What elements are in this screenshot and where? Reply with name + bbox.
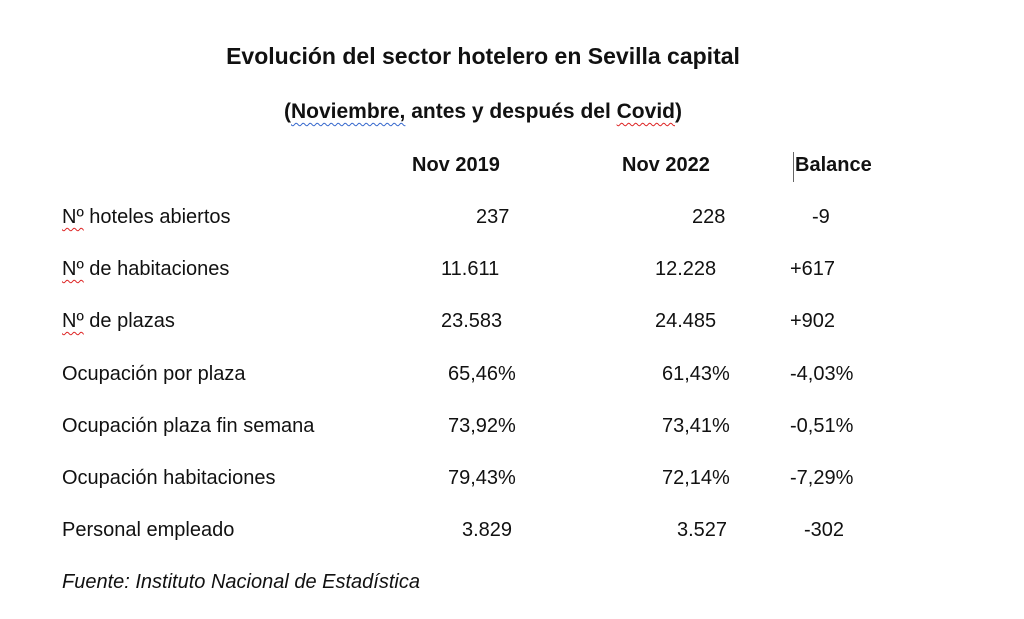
subtitle-paren: ): [674, 100, 682, 123]
value-2022: 228: [692, 206, 726, 228]
column-header-balance: Balance: [795, 154, 872, 176]
text-cursor: [793, 152, 794, 182]
document-subtitle: (Noviembre, antes y después del Covid): [0, 101, 966, 122]
value-balance: +617: [790, 258, 836, 280]
value-2019: 11.611: [441, 258, 500, 280]
row-label: Ocupación por plaza: [62, 363, 246, 385]
label-text: de plazas: [83, 310, 175, 332]
row-label: Ocupación habitaciones: [62, 467, 276, 489]
value-2019: 237: [476, 206, 510, 228]
value-2019: 79,43%: [448, 467, 516, 489]
value-balance: -302: [804, 519, 845, 541]
row-label: Personal empleado: [62, 519, 235, 541]
value-2022: 73,41%: [662, 415, 730, 437]
value-2022: 24.485: [655, 310, 717, 332]
subtitle-paren: (: [284, 100, 291, 123]
value-2019: 3.829: [462, 519, 513, 541]
value-2019: 23.583: [441, 310, 503, 332]
value-2019: 65,46%: [448, 363, 516, 385]
row-label: Nº de plazas: [62, 311, 175, 331]
value-balance: -4,03%: [790, 363, 854, 385]
value-2022: 12.228: [655, 258, 717, 280]
label-prefix: Nº: [62, 310, 84, 332]
value-balance: -9: [812, 206, 830, 228]
label-prefix: Nº: [62, 206, 84, 228]
subtitle-covid: Covid: [616, 100, 675, 123]
value-balance: -7,29%: [790, 467, 854, 489]
value-2022: 3.527: [677, 519, 728, 541]
row-label: Nº hoteles abiertos: [62, 207, 231, 227]
column-header-2019: Nov 2019: [412, 154, 500, 176]
value-2019: 73,92%: [448, 415, 516, 437]
row-label: Nº de habitaciones: [62, 259, 229, 279]
value-balance: +902: [790, 310, 836, 332]
value-2022: 72,14%: [662, 467, 730, 489]
label-prefix: Nº: [62, 258, 84, 280]
label-text: hoteles abiertos: [83, 206, 231, 228]
subtitle-month: Noviembre,: [291, 100, 406, 123]
column-header-2022: Nov 2022: [622, 154, 710, 176]
value-balance: -0,51%: [790, 415, 854, 437]
row-label: Ocupación plaza fin semana: [62, 415, 315, 437]
label-text: de habitaciones: [83, 258, 230, 280]
value-2022: 61,43%: [662, 363, 730, 385]
document-title: Evolución del sector hotelero en Sevilla…: [226, 43, 740, 69]
source-note: Fuente: Instituto Nacional de Estadístic…: [62, 571, 420, 593]
subtitle-text: antes y después del: [405, 100, 617, 123]
